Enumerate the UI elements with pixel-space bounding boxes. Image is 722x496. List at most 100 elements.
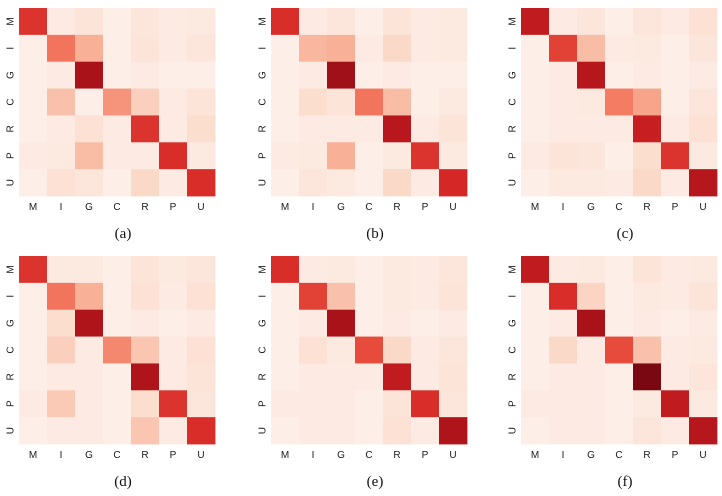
heatmap-cell xyxy=(19,88,48,116)
heatmap-cell xyxy=(47,34,76,63)
y-tick-label: U xyxy=(6,427,17,434)
heatmap-cell xyxy=(327,34,356,63)
panel-caption: (e) xyxy=(367,474,384,490)
heatmap-panel: M I G C R P U M I G C R P U (c) xyxy=(508,8,718,242)
heatmap-cell xyxy=(327,61,356,89)
x-tick-label: I xyxy=(312,450,315,461)
heatmap-cell xyxy=(411,61,440,89)
heatmap-cell xyxy=(271,282,300,311)
heatmap-cell xyxy=(577,256,606,284)
heatmap-cell xyxy=(549,417,578,445)
heatmap-cell xyxy=(187,61,216,89)
heatmap-cell xyxy=(521,142,550,170)
heatmap-cell xyxy=(549,88,578,116)
heatmap-cell xyxy=(605,309,634,337)
heatmap-cell xyxy=(439,417,468,445)
heatmap-cell xyxy=(577,115,606,143)
heatmap-cell xyxy=(633,417,662,445)
heatmap-cell xyxy=(411,309,440,337)
heatmap-cell xyxy=(103,61,132,89)
heatmap-cell xyxy=(661,309,690,337)
heatmap-cell xyxy=(689,390,718,418)
heatmap-cell xyxy=(383,34,412,63)
y-tick-label: M xyxy=(6,265,17,273)
heatmap-cell xyxy=(383,88,412,116)
heatmap-cell xyxy=(271,417,300,445)
heatmap-cell xyxy=(271,115,300,143)
heatmap-cell xyxy=(159,61,188,89)
heatmap-cell xyxy=(549,142,578,170)
x-tick-label: R xyxy=(643,202,650,213)
heatmap-cell xyxy=(439,256,468,284)
heatmap-cell xyxy=(549,61,578,89)
heatmap-cell xyxy=(383,256,412,284)
x-tick-label: I xyxy=(312,202,315,213)
x-tick-label: M xyxy=(531,450,539,461)
heatmap-cell xyxy=(187,336,216,364)
heatmap-cell xyxy=(103,256,132,284)
y-tick-label: M xyxy=(258,17,269,25)
heatmap-cell xyxy=(131,88,160,116)
heatmap-cell xyxy=(159,256,188,284)
heatmap-cell xyxy=(383,390,412,418)
heatmap-cell xyxy=(19,390,48,418)
heatmap-cell xyxy=(355,8,384,36)
heatmap-cell xyxy=(383,336,412,364)
heatmap-cell xyxy=(549,309,578,337)
heatmap-cell xyxy=(299,115,328,143)
heatmap-cell xyxy=(47,363,76,391)
y-tick-label: P xyxy=(508,152,519,159)
x-tick-label: C xyxy=(615,450,622,461)
heatmap-cell xyxy=(19,142,48,170)
heatmap-cell xyxy=(131,309,160,337)
heatmap-cell xyxy=(521,115,550,143)
heatmap-cell xyxy=(271,336,300,364)
heatmap-cell xyxy=(411,390,440,418)
heatmap-cell xyxy=(549,169,578,197)
heatmap-cell xyxy=(355,115,384,143)
x-tick-label: U xyxy=(699,202,706,213)
heatmap-cell xyxy=(299,61,328,89)
x-tick-label: M xyxy=(29,450,37,461)
heatmap-cell xyxy=(411,256,440,284)
heatmap-cell xyxy=(521,282,550,311)
heatmap-cell xyxy=(47,309,76,337)
heatmap-cell xyxy=(633,61,662,89)
heatmap-cell xyxy=(549,282,578,311)
heatmap-cell xyxy=(47,336,76,364)
heatmap-cell xyxy=(439,8,468,36)
heatmap-cell xyxy=(661,390,690,418)
x-tick-label: R xyxy=(141,450,148,461)
heatmap-cell xyxy=(355,256,384,284)
heatmap-cell xyxy=(75,417,104,445)
heatmap-cell xyxy=(383,169,412,197)
heatmap-cell xyxy=(103,309,132,337)
x-tick-label: I xyxy=(60,450,63,461)
x-tick-label: C xyxy=(615,202,622,213)
heatmap-cell xyxy=(187,88,216,116)
heatmap-cell xyxy=(19,61,48,89)
heatmap-cell xyxy=(689,417,718,445)
heatmap-cell xyxy=(75,282,104,311)
heatmap-cell xyxy=(47,142,76,170)
heatmap-cell xyxy=(521,390,550,418)
x-tick-label: P xyxy=(672,202,679,213)
heatmap-cell xyxy=(299,282,328,311)
heatmap-cell xyxy=(271,34,300,63)
heatmap-cell xyxy=(689,8,718,36)
heatmap-cell xyxy=(19,256,48,284)
heatmap-cell xyxy=(661,256,690,284)
heatmap-cell xyxy=(271,363,300,391)
heatmap-cell xyxy=(187,256,216,284)
heatmap-cell xyxy=(187,363,216,391)
heatmap-cell xyxy=(577,61,606,89)
heatmap-cell xyxy=(75,169,104,197)
y-tick-label: R xyxy=(6,373,17,380)
heatmap-cell xyxy=(299,8,328,36)
y-tick-label: I xyxy=(258,295,269,298)
x-tick-label: G xyxy=(337,202,345,213)
heatmap-cell xyxy=(689,115,718,143)
heatmap-cell xyxy=(383,309,412,337)
heatmap-cell xyxy=(355,88,384,116)
heatmap-cell xyxy=(521,8,550,36)
